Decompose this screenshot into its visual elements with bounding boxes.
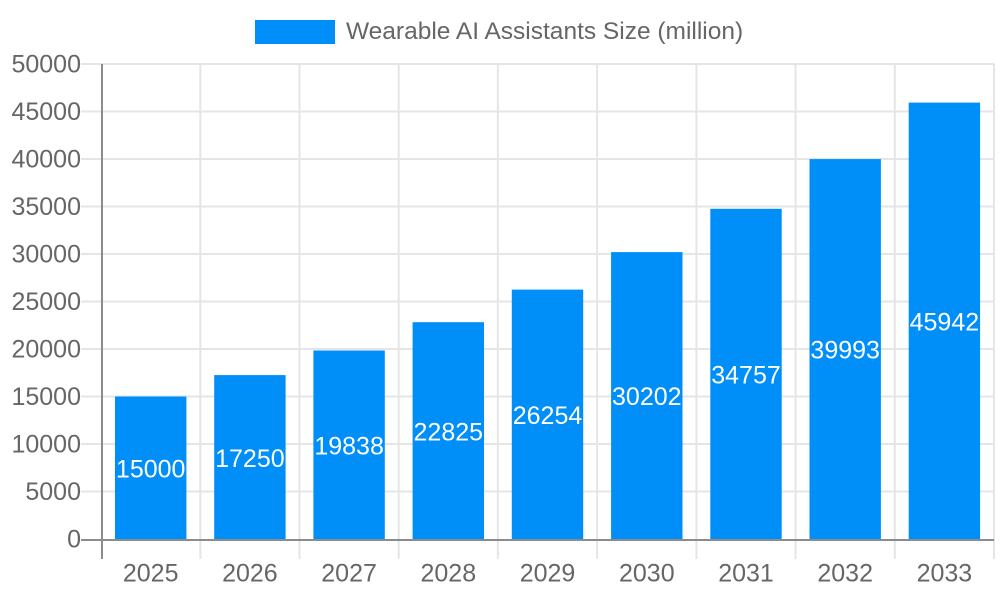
svg-text:2026: 2026 <box>222 560 278 588</box>
svg-text:30202: 30202 <box>612 383 682 411</box>
svg-text:15000: 15000 <box>11 383 81 411</box>
svg-text:30000: 30000 <box>11 241 81 269</box>
svg-text:5000: 5000 <box>25 478 81 506</box>
svg-text:2032: 2032 <box>817 560 873 588</box>
svg-text:26254: 26254 <box>513 402 583 430</box>
svg-text:39993: 39993 <box>810 337 880 365</box>
svg-text:20000: 20000 <box>11 336 81 364</box>
svg-text:2029: 2029 <box>520 560 576 588</box>
svg-text:2033: 2033 <box>917 560 973 588</box>
svg-text:2031: 2031 <box>718 560 774 588</box>
svg-text:45942: 45942 <box>910 309 980 337</box>
svg-text:2028: 2028 <box>420 560 476 588</box>
svg-text:34757: 34757 <box>711 362 781 390</box>
svg-text:40000: 40000 <box>11 146 81 174</box>
svg-text:50000: 50000 <box>11 51 81 79</box>
svg-text:22825: 22825 <box>414 418 484 446</box>
svg-text:25000: 25000 <box>11 288 81 316</box>
svg-text:2030: 2030 <box>619 560 675 588</box>
svg-text:10000: 10000 <box>11 431 81 459</box>
svg-text:2027: 2027 <box>321 560 377 588</box>
svg-text:15000: 15000 <box>116 455 186 483</box>
svg-text:19838: 19838 <box>314 433 384 461</box>
svg-text:0: 0 <box>67 526 81 554</box>
svg-text:45000: 45000 <box>11 98 81 126</box>
svg-text:Wearable AI Assistants Size (m: Wearable AI Assistants Size (million) <box>346 18 743 45</box>
svg-text:2025: 2025 <box>123 560 179 588</box>
svg-text:17250: 17250 <box>215 445 285 473</box>
svg-text:35000: 35000 <box>11 193 81 221</box>
